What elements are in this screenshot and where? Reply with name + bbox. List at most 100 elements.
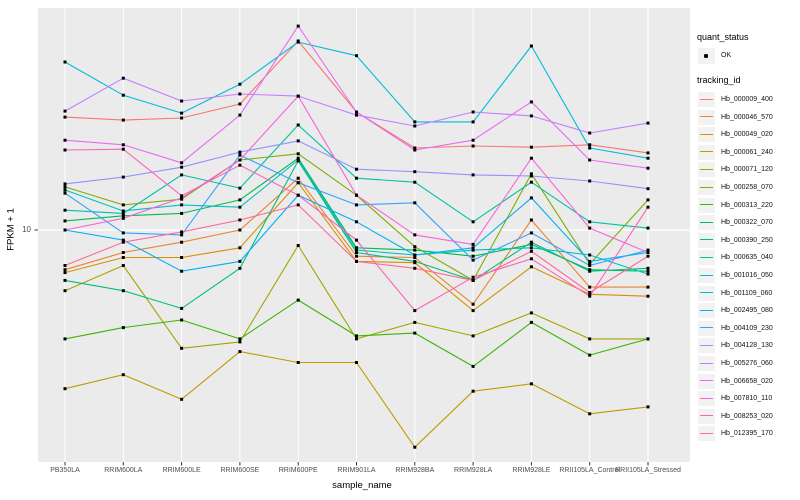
data-point (63, 264, 67, 267)
data-point (121, 118, 125, 122)
legend-item-label: Hb_000390_250 (721, 236, 773, 244)
data-point (121, 214, 125, 218)
legend-color-line (700, 133, 713, 135)
data-point (355, 361, 358, 364)
legend-key-swatch (698, 303, 715, 319)
data-point (355, 251, 358, 254)
data-point (238, 102, 242, 106)
data-point (121, 209, 125, 213)
data-point (471, 389, 475, 393)
data-point (355, 203, 358, 207)
legend-item-label: Hb_012395_170 (721, 430, 773, 438)
data-point (646, 226, 650, 230)
data-point (413, 445, 417, 449)
data-point (180, 173, 184, 177)
data-point (471, 110, 475, 114)
data-point (121, 289, 125, 293)
legend-color-line (700, 98, 713, 100)
data-point (646, 285, 650, 289)
data-point (529, 218, 533, 222)
data-point (646, 294, 650, 298)
legend-item-label: Hb_004109_230 (721, 324, 773, 332)
data-point (413, 266, 417, 270)
legend-key-swatch (698, 144, 715, 160)
data-point (355, 167, 358, 171)
legend-color-line (700, 380, 713, 382)
data-point (296, 139, 300, 143)
data-point (529, 311, 533, 315)
y-axis-title: FPKM + 1 (5, 208, 17, 251)
legend-key-swatch (698, 426, 715, 442)
data-point (471, 120, 475, 124)
data-point (413, 248, 417, 252)
legend-item: Hb_012395_170 (696, 426, 800, 443)
legend-item-label: Hb_007810_110 (721, 395, 773, 403)
data-point (529, 100, 533, 104)
data-point (121, 373, 125, 377)
data-point (180, 99, 184, 103)
legend-color-line (700, 116, 713, 118)
legend-color-line (700, 186, 713, 188)
legend-color-line (700, 151, 713, 153)
legend-item: Hb_000635_040 (696, 250, 800, 267)
data-point (529, 156, 533, 160)
data-point (355, 246, 358, 250)
legend-key-swatch (698, 92, 715, 107)
data-point (413, 256, 417, 259)
data-point (63, 148, 67, 152)
data-point (63, 60, 67, 64)
legend-item-label: Hb_002495_080 (721, 307, 773, 315)
data-point (63, 208, 67, 212)
legend-key-swatch (698, 162, 715, 178)
legend-item: Hb_000390_250 (696, 232, 800, 250)
legend-key-swatch (698, 250, 715, 266)
legend: quant_status OK tracking_id Hb_000009_40… (694, 0, 800, 500)
legend-key-swatch (698, 338, 715, 354)
data-point (529, 145, 533, 149)
data-point (180, 256, 184, 259)
legend-item: Hb_001109_060 (696, 285, 800, 303)
data-point (296, 123, 300, 127)
legend-item-label: Hb_000322_070 (721, 219, 773, 227)
data-point (121, 175, 125, 179)
data-point (238, 337, 242, 341)
data-point (63, 109, 67, 113)
x-tick-label: RRIM928BA (395, 467, 435, 474)
legend-item: Hb_000313_220 (696, 197, 800, 215)
data-point (180, 165, 184, 169)
data-point (471, 258, 475, 262)
data-point (588, 259, 592, 263)
legend-key-swatch (698, 215, 715, 231)
legend-title-quant-status: quant_status (697, 32, 749, 42)
data-point (121, 231, 125, 235)
data-point (646, 205, 650, 209)
data-point (355, 54, 358, 58)
data-point (121, 251, 125, 254)
data-point (63, 337, 67, 341)
data-point (471, 254, 475, 258)
data-point (238, 150, 242, 154)
legend-key-swatch (698, 127, 715, 143)
data-point (296, 156, 300, 160)
data-point (471, 242, 475, 246)
legend-key-swatch (698, 197, 715, 213)
data-point (471, 302, 475, 306)
legend-item-label: Hb_008253_020 (721, 412, 773, 420)
data-point (588, 294, 592, 298)
data-point (296, 94, 300, 98)
data-point (646, 121, 650, 125)
data-point (588, 179, 592, 183)
legend-item: Hb_004109_230 (696, 320, 800, 338)
data-point (588, 291, 592, 294)
data-point (63, 188, 67, 192)
data-point (588, 146, 592, 150)
data-point (238, 218, 242, 222)
x-tick-label: RRIM600PE (278, 467, 318, 474)
data-point (471, 138, 475, 142)
x-tick-label: RRIM901LA (337, 467, 376, 474)
x-tick-label: RRIM600LE (162, 467, 201, 474)
legend-item-label: Hb_000258_070 (721, 184, 773, 191)
data-point (529, 242, 533, 246)
data-point (355, 334, 358, 338)
data-point (413, 259, 417, 263)
